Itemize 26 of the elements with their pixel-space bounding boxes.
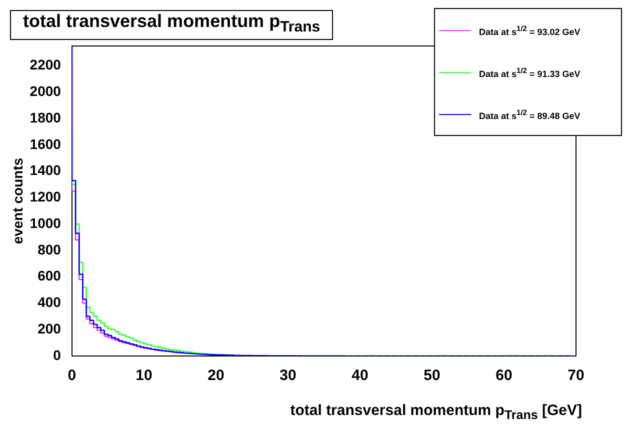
y-tick-label: 800 <box>38 241 62 258</box>
y-tick-label: 400 <box>38 294 62 310</box>
x-tick-label: 30 <box>280 367 296 384</box>
chart-title: total transversal momentum p$_{Trans}$ <box>10 10 334 40</box>
x-tick-label: 40 <box>352 367 368 384</box>
y-tick-label: 1600 <box>30 136 62 152</box>
legend-label: Data at s$^{1/2}$ = 91.33 GeV <box>479 66 580 78</box>
y-tick-label: 1800 <box>30 109 62 126</box>
legend-label: Data at s$^{1/2}$ = 89.48 GeV <box>479 108 580 120</box>
x-tick-label: 50 <box>424 367 440 384</box>
y-tick-label: 0 <box>53 346 62 363</box>
y-tick-label: 200 <box>38 320 62 336</box>
y-tick-label: 1200 <box>30 188 62 205</box>
y-tick-label: 2000 <box>30 83 62 100</box>
y-tick-label: 2200 <box>30 56 62 73</box>
y-tick-label: 1400 <box>30 162 62 178</box>
legend-label: Data at s$^{1/2}$ = 93.02 GeV <box>479 24 580 36</box>
x-tick-label: 0 <box>68 367 76 384</box>
x-tick-label: 70 <box>568 367 584 384</box>
x-tick-label: 20 <box>208 367 224 384</box>
y-tick-label: 1000 <box>30 214 62 231</box>
x-tick-label: 60 <box>496 367 512 384</box>
y-tick-label: 600 <box>38 268 62 284</box>
x-axis-title: total transversal momentum p$_{Trans}$ [GeV] <box>290 402 582 422</box>
x-tick-label: 10 <box>136 367 152 384</box>
y-axis-title: event counts <box>9 158 26 244</box>
